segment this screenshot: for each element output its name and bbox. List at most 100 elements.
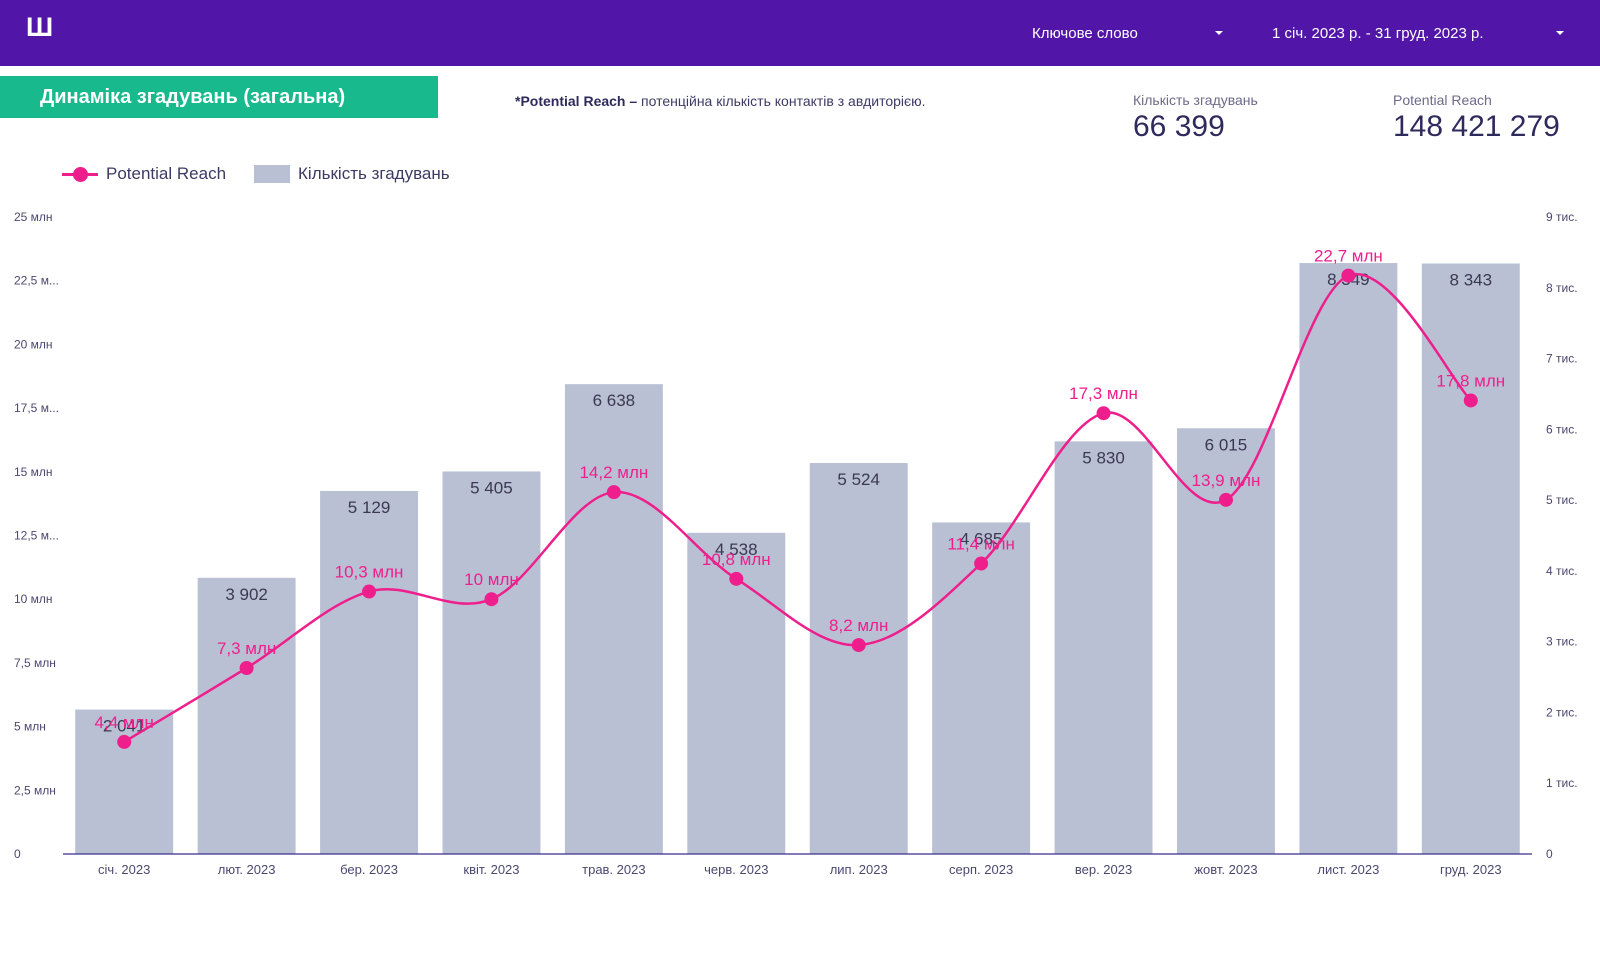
top-bar: Ш Ключове слово 1 січ. 2023 р. - 31 груд…: [0, 0, 1600, 66]
x-tick-label: серп. 2023: [949, 862, 1013, 877]
bar-value-label: 2 041: [103, 717, 146, 736]
reach-value-label: 4,4 млн: [95, 713, 154, 732]
legend-item-reach[interactable]: Potential Reach: [62, 164, 226, 184]
kpi-mentions-label: Кількість згадувань: [1133, 92, 1258, 108]
x-tick-label: груд. 2023: [1440, 862, 1502, 877]
chevron-down-icon: [1556, 31, 1564, 35]
legend-label-reach: Potential Reach: [106, 164, 227, 183]
x-tick-label: лют. 2023: [218, 862, 276, 877]
reach-value-label: 13,9 млн: [1192, 471, 1261, 490]
bar: [1299, 263, 1398, 855]
kpi-reach: Potential Reach 148 421 279: [1393, 92, 1560, 144]
bar: [932, 522, 1031, 854]
legend-item-mentions[interactable]: Кількість згадувань: [254, 164, 450, 184]
y-left-tick-label: 10 млн: [14, 592, 53, 606]
y-left-tick-label: 17,5 м...: [14, 401, 59, 415]
x-tick-label: квіт. 2023: [463, 862, 519, 877]
reach-point: [362, 584, 377, 599]
bar: [75, 709, 174, 854]
x-tick-label: бер. 2023: [340, 862, 398, 877]
bar-value-label: 5 129: [348, 498, 391, 517]
x-tick-label: вер. 2023: [1075, 862, 1132, 877]
bar-value-label: 5 524: [837, 470, 880, 489]
reach-point: [606, 485, 621, 500]
x-tick-label: жовт. 2023: [1194, 862, 1257, 877]
bar: [1054, 441, 1153, 854]
y-left-tick-label: 2,5 млн: [14, 783, 56, 797]
reach-value-label: 10 млн: [464, 570, 519, 589]
kpi-reach-label: Potential Reach: [1393, 92, 1492, 108]
reach-point: [974, 556, 989, 571]
bar: [442, 471, 541, 854]
reach-point: [1096, 406, 1111, 421]
keyword-dropdown[interactable]: Ключове слово: [1032, 18, 1228, 48]
reach-point: [239, 660, 254, 675]
kpi-mentions: Кількість згадувань 66 399: [1133, 92, 1258, 144]
legend-label-mentions: Кількість згадувань: [298, 164, 450, 183]
bar-value-label: 5 830: [1082, 448, 1125, 467]
bar-swatch-icon: [254, 165, 291, 183]
y-right-tick-label: 2 тис.: [1546, 705, 1578, 719]
note-text: потенційна кількість контактів з авдитор…: [641, 93, 926, 109]
kpi-mentions-value: 66 399: [1133, 110, 1225, 143]
bar-value-label: 5 405: [470, 478, 513, 497]
y-right-tick-label: 9 тис.: [1546, 210, 1578, 224]
x-tick-label: черв. 2023: [704, 862, 768, 877]
reach-point: [729, 571, 744, 586]
chevron-down-icon: [1215, 31, 1223, 35]
line-marker-icon: [62, 166, 98, 182]
bar-value-label: 6 015: [1205, 435, 1248, 454]
bar: [809, 463, 908, 854]
y-right-tick-label: 6 тис.: [1546, 422, 1578, 436]
x-tick-label: лист. 2023: [1317, 862, 1379, 877]
bar: [320, 490, 419, 854]
reach-point: [117, 734, 132, 749]
reach-value-label: 17,8 млн: [1436, 371, 1505, 390]
note-term: *Potential Reach –: [515, 93, 638, 109]
y-left-tick-label: 25 млн: [14, 210, 53, 224]
app-logo: Ш: [26, 12, 55, 42]
chart-legend: Potential Reach Кількість згадувань: [62, 164, 478, 184]
reach-point: [851, 638, 866, 653]
potential-reach-note: *Potential Reach – потенційна кількість …: [515, 92, 935, 111]
bar-value-label: 3 902: [225, 585, 268, 604]
reach-point: [1218, 492, 1233, 507]
bar: [564, 384, 663, 854]
y-left-tick-label: 15 млн: [14, 465, 53, 479]
y-left-tick-label: 20 млн: [14, 337, 53, 351]
y-left-tick-label: 12,5 м...: [14, 529, 59, 543]
y-left-tick-label: 22,5 м...: [14, 274, 59, 288]
bar-value-label: 8 343: [1450, 271, 1493, 290]
reach-point: [1341, 268, 1356, 283]
reach-value-label: 10,8 млн: [702, 550, 771, 569]
bar: [1421, 263, 1520, 855]
bar-value-label: 4 685: [960, 529, 1003, 548]
y-left-tick-label: 0: [14, 847, 21, 861]
bar: [197, 577, 296, 854]
bar: [687, 532, 786, 854]
y-right-tick-label: 4 тис.: [1546, 564, 1578, 578]
x-tick-label: лип. 2023: [830, 862, 888, 877]
reach-value-label: 8,2 млн: [829, 616, 888, 635]
y-right-tick-label: 8 тис.: [1546, 281, 1578, 295]
kpi-reach-value: 148 421 279: [1393, 110, 1560, 143]
combo-chart: 0 2,5 млн 5 млн 7,5 млн 10 млн 12,5 м... 15 мл…: [14, 210, 1578, 877]
date-range-dropdown[interactable]: 1 січ. 2023 р. - 31 груд. 2023 р.: [1272, 18, 1568, 48]
y-left-tick-label: 7,5 млн: [14, 656, 56, 670]
y-right-tick-label: 0: [1546, 847, 1553, 861]
bar-value-label: 4 538: [715, 540, 758, 559]
reach-value-label: 14,2 млн: [579, 463, 648, 482]
x-tick-label: трав. 2023: [582, 862, 645, 877]
x-tick-label: січ. 2023: [98, 862, 150, 877]
reach-value-label: 11,4 млн: [947, 535, 1015, 554]
reach-value-label: 17,3 млн: [1069, 384, 1138, 403]
reach-value-label: 10,3 млн: [335, 563, 404, 582]
reach-point: [1463, 393, 1478, 408]
y-left-tick-label: 5 млн: [14, 720, 46, 734]
page-title: Динаміка згадувань (загальна): [0, 76, 438, 118]
reach-point: [484, 592, 499, 607]
reach-value-label: 7,3 млн: [217, 639, 276, 658]
y-right-tick-label: 1 тис.: [1546, 776, 1578, 790]
bar-value-label: 6 638: [593, 391, 636, 410]
y-right-tick-label: 3 тис.: [1546, 635, 1578, 649]
